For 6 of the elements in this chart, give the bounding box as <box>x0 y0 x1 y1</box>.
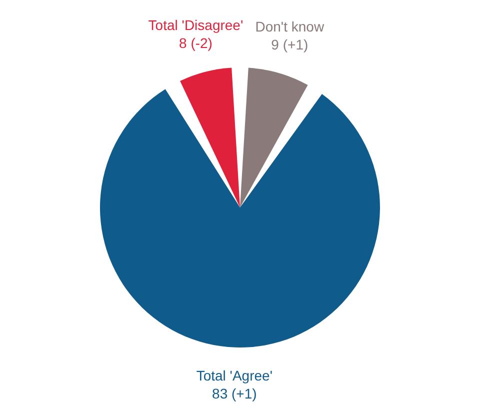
data-label: 9 (+1) <box>271 36 308 53</box>
slice-label: Total 'Disagree' <box>148 17 244 34</box>
slice-label: Total 'Agree' <box>196 367 272 384</box>
data-label: 8 (-2) <box>179 35 212 52</box>
data-label: 83 (+1) <box>212 385 257 402</box>
slice-label: Don't know <box>255 18 325 35</box>
